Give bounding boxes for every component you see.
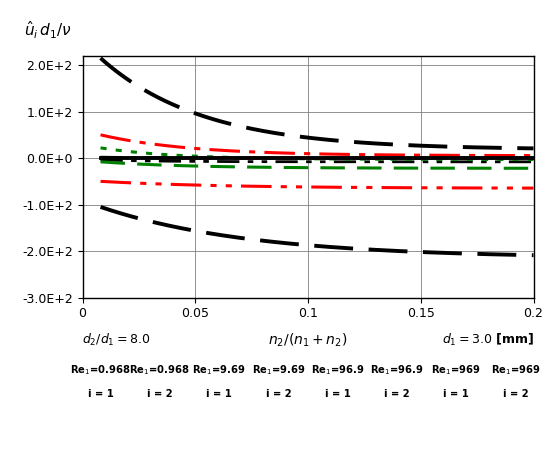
Text: i = 2: i = 2 [503,390,528,399]
Text: i = 1: i = 1 [324,390,350,399]
Text: Re$_1$=96.9: Re$_1$=96.9 [311,363,365,377]
Text: $d_2/d_1 = 8.0$: $d_2/d_1 = 8.0$ [82,332,151,347]
Text: $n_2/(n_1 + n_2)$: $n_2/(n_1 + n_2)$ [268,332,348,349]
Text: $d_1=3.0$ [mm]: $d_1=3.0$ [mm] [442,332,534,347]
Text: Re$_1$=0.968: Re$_1$=0.968 [70,363,131,377]
Text: $\hat{u}_i\, d_1 / \nu$: $\hat{u}_i\, d_1 / \nu$ [24,20,72,41]
Text: Re$_1$=9.69: Re$_1$=9.69 [251,363,305,377]
Text: Re$_1$=96.9: Re$_1$=96.9 [370,363,424,377]
Text: i = 2: i = 2 [266,390,291,399]
Text: i = 2: i = 2 [147,390,173,399]
Text: Re$_1$=969: Re$_1$=969 [431,363,481,377]
Text: Re$_1$=9.69: Re$_1$=9.69 [192,363,246,377]
Text: i = 1: i = 1 [206,390,232,399]
Text: Re$_1$=0.968: Re$_1$=0.968 [129,363,190,377]
Text: i = 1: i = 1 [443,390,469,399]
Text: i = 2: i = 2 [384,390,410,399]
Text: Re$_1$=969: Re$_1$=969 [491,363,541,377]
Text: i = 1: i = 1 [87,390,113,399]
